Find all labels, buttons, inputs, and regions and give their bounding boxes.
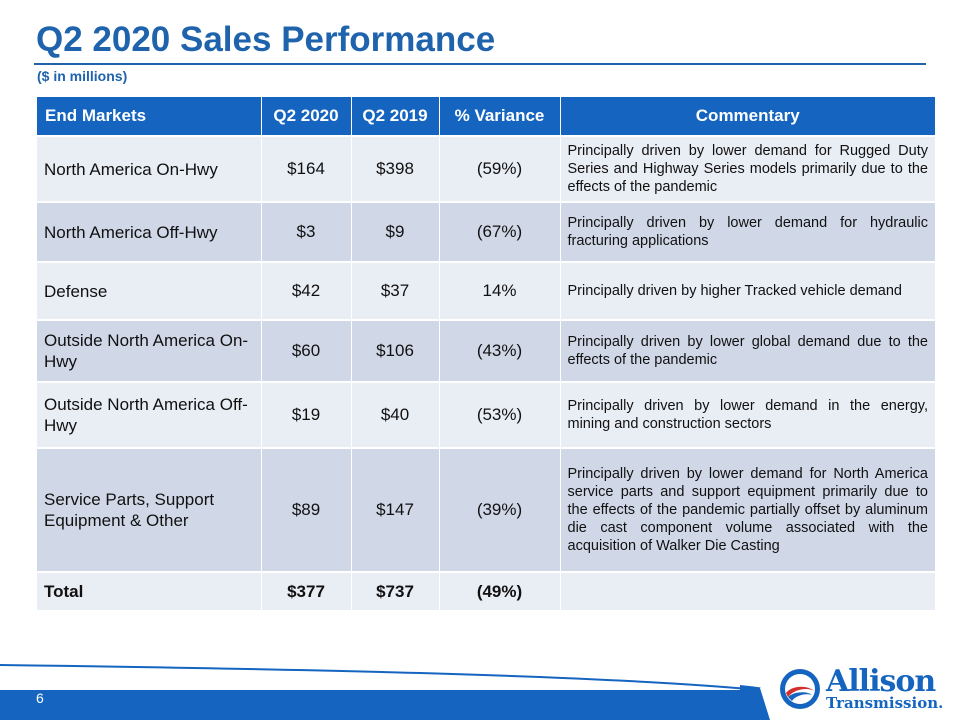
page-subtitle: ($ in millions) — [37, 68, 128, 84]
cell-market: Defense — [37, 261, 262, 320]
cell-market: Total — [37, 571, 262, 610]
cell-q2-2020: $377 — [261, 571, 352, 610]
footer-swoosh — [0, 664, 761, 695]
cell-market: North America On-Hwy — [37, 135, 262, 202]
col-header-q2-2019: Q2 2019 — [351, 97, 440, 136]
cell-variance: (67%) — [439, 201, 561, 262]
col-header-end-markets: End Markets — [37, 97, 262, 136]
table-header-row: End Markets Q2 2020 Q2 2019 % Variance C… — [37, 97, 935, 136]
cell-variance: (49%) — [439, 571, 561, 610]
title-rule — [34, 63, 926, 65]
cell-market: North America Off-Hwy — [37, 201, 262, 262]
table-row: North America On-Hwy $164 $398 (59%) Pri… — [37, 135, 935, 202]
page-title: Q2 2020 Sales Performance — [36, 20, 496, 59]
table-row: Service Parts, Support Equipment & Other… — [37, 447, 935, 572]
cell-market: Service Parts, Support Equipment & Other — [37, 447, 262, 572]
logo-subwordmark: Transmission. — [826, 694, 944, 712]
table-row: North America Off-Hwy $3 $9 (67%) Princi… — [37, 201, 935, 262]
cell-q2-2019: $398 — [351, 135, 440, 202]
cell-q2-2019: $37 — [351, 261, 440, 320]
cell-q2-2020: $42 — [261, 261, 352, 320]
allison-emblem-icon — [780, 669, 820, 709]
cell-commentary: Principally driven by lower demand in th… — [560, 381, 935, 448]
table-row: Defense $42 $37 14% Principally driven b… — [37, 261, 935, 320]
col-header-commentary: Commentary — [560, 97, 935, 136]
cell-variance: (39%) — [439, 447, 561, 572]
cell-market: Outside North America Off-Hwy — [37, 381, 262, 448]
cell-variance: (59%) — [439, 135, 561, 202]
table-row-total: Total $377 $737 (49%) — [37, 571, 935, 610]
cell-variance: (53%) — [439, 381, 561, 448]
cell-variance: (43%) — [439, 319, 561, 382]
cell-q2-2019: $147 — [351, 447, 440, 572]
cell-q2-2020: $89 — [261, 447, 352, 572]
cell-commentary: Principally driven by lower global deman… — [560, 319, 935, 382]
cell-commentary — [560, 571, 935, 610]
cell-q2-2019: $40 — [351, 381, 440, 448]
cell-q2-2019: $106 — [351, 319, 440, 382]
cell-q2-2019: $9 — [351, 201, 440, 262]
col-header-variance: % Variance — [439, 97, 561, 136]
sales-performance-table: End Markets Q2 2020 Q2 2019 % Variance C… — [37, 97, 935, 610]
cell-variance: 14% — [439, 261, 561, 320]
cell-q2-2020: $19 — [261, 381, 352, 448]
logo-wordmark: Allison — [826, 664, 936, 699]
cell-market: Outside North America On-Hwy — [37, 319, 262, 382]
cell-commentary: Principally driven by lower demand for R… — [560, 135, 935, 202]
cell-commentary: Principally driven by higher Tracked veh… — [560, 261, 935, 320]
cell-q2-2019: $737 — [351, 571, 440, 610]
cell-q2-2020: $164 — [261, 135, 352, 202]
cell-q2-2020: $60 — [261, 319, 352, 382]
cell-commentary: Principally driven by lower demand for N… — [560, 447, 935, 572]
cell-q2-2020: $3 — [261, 201, 352, 262]
cell-commentary: Principally driven by lower demand for h… — [560, 201, 935, 262]
table-row: Outside North America Off-Hwy $19 $40 (5… — [37, 381, 935, 448]
col-header-q2-2020: Q2 2020 — [261, 97, 352, 136]
table-row: Outside North America On-Hwy $60 $106 (4… — [37, 319, 935, 382]
page-number: 6 — [36, 690, 44, 706]
